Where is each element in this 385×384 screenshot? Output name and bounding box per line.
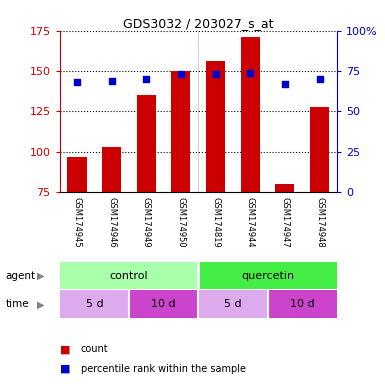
Text: control: control (110, 270, 148, 281)
Text: GSM174819: GSM174819 (211, 197, 220, 248)
Point (316, 76, 323, 82)
Text: 10 d: 10 d (290, 299, 315, 310)
Bar (102, 147, 121, 192)
Bar (198, 262, 337, 290)
Text: agent: agent (6, 270, 36, 281)
Point (247, 70, 253, 76)
Bar (275, 184, 295, 192)
Point (282, 81, 288, 87)
Point (109, 78, 115, 84)
Bar (171, 71, 191, 192)
Text: GSM174949: GSM174949 (142, 197, 151, 247)
Point (178, 71, 184, 77)
Text: GSM174950: GSM174950 (176, 197, 186, 247)
Bar (60, 262, 198, 290)
Text: GSM174946: GSM174946 (107, 197, 116, 248)
Bar (129, 291, 198, 318)
Text: percentile rank within the sample: percentile rank within the sample (81, 364, 246, 374)
Text: GSM174947: GSM174947 (280, 197, 290, 248)
Text: GSM174948: GSM174948 (315, 197, 324, 248)
Text: ▶: ▶ (37, 299, 44, 310)
Text: GSM174944: GSM174944 (246, 197, 255, 247)
Bar (137, 95, 156, 192)
Point (143, 76, 149, 82)
Bar (206, 61, 225, 192)
Bar (198, 291, 268, 318)
Point (74, 79, 80, 85)
Bar (67, 157, 87, 192)
Text: ■: ■ (60, 344, 70, 354)
Text: GSM174945: GSM174945 (72, 197, 82, 247)
Bar (310, 106, 329, 192)
Text: 5 d: 5 d (85, 299, 103, 310)
Text: count: count (81, 344, 109, 354)
Bar (268, 291, 337, 318)
Text: ■: ■ (60, 364, 70, 374)
Text: time: time (6, 299, 29, 310)
Bar (60, 291, 129, 318)
Title: GDS3032 / 203027_s_at: GDS3032 / 203027_s_at (123, 17, 273, 30)
Point (213, 71, 219, 77)
Bar (241, 37, 260, 192)
Text: quercetin: quercetin (241, 270, 294, 281)
Text: 5 d: 5 d (224, 299, 242, 310)
Text: 10 d: 10 d (151, 299, 176, 310)
Text: ▶: ▶ (37, 270, 44, 281)
